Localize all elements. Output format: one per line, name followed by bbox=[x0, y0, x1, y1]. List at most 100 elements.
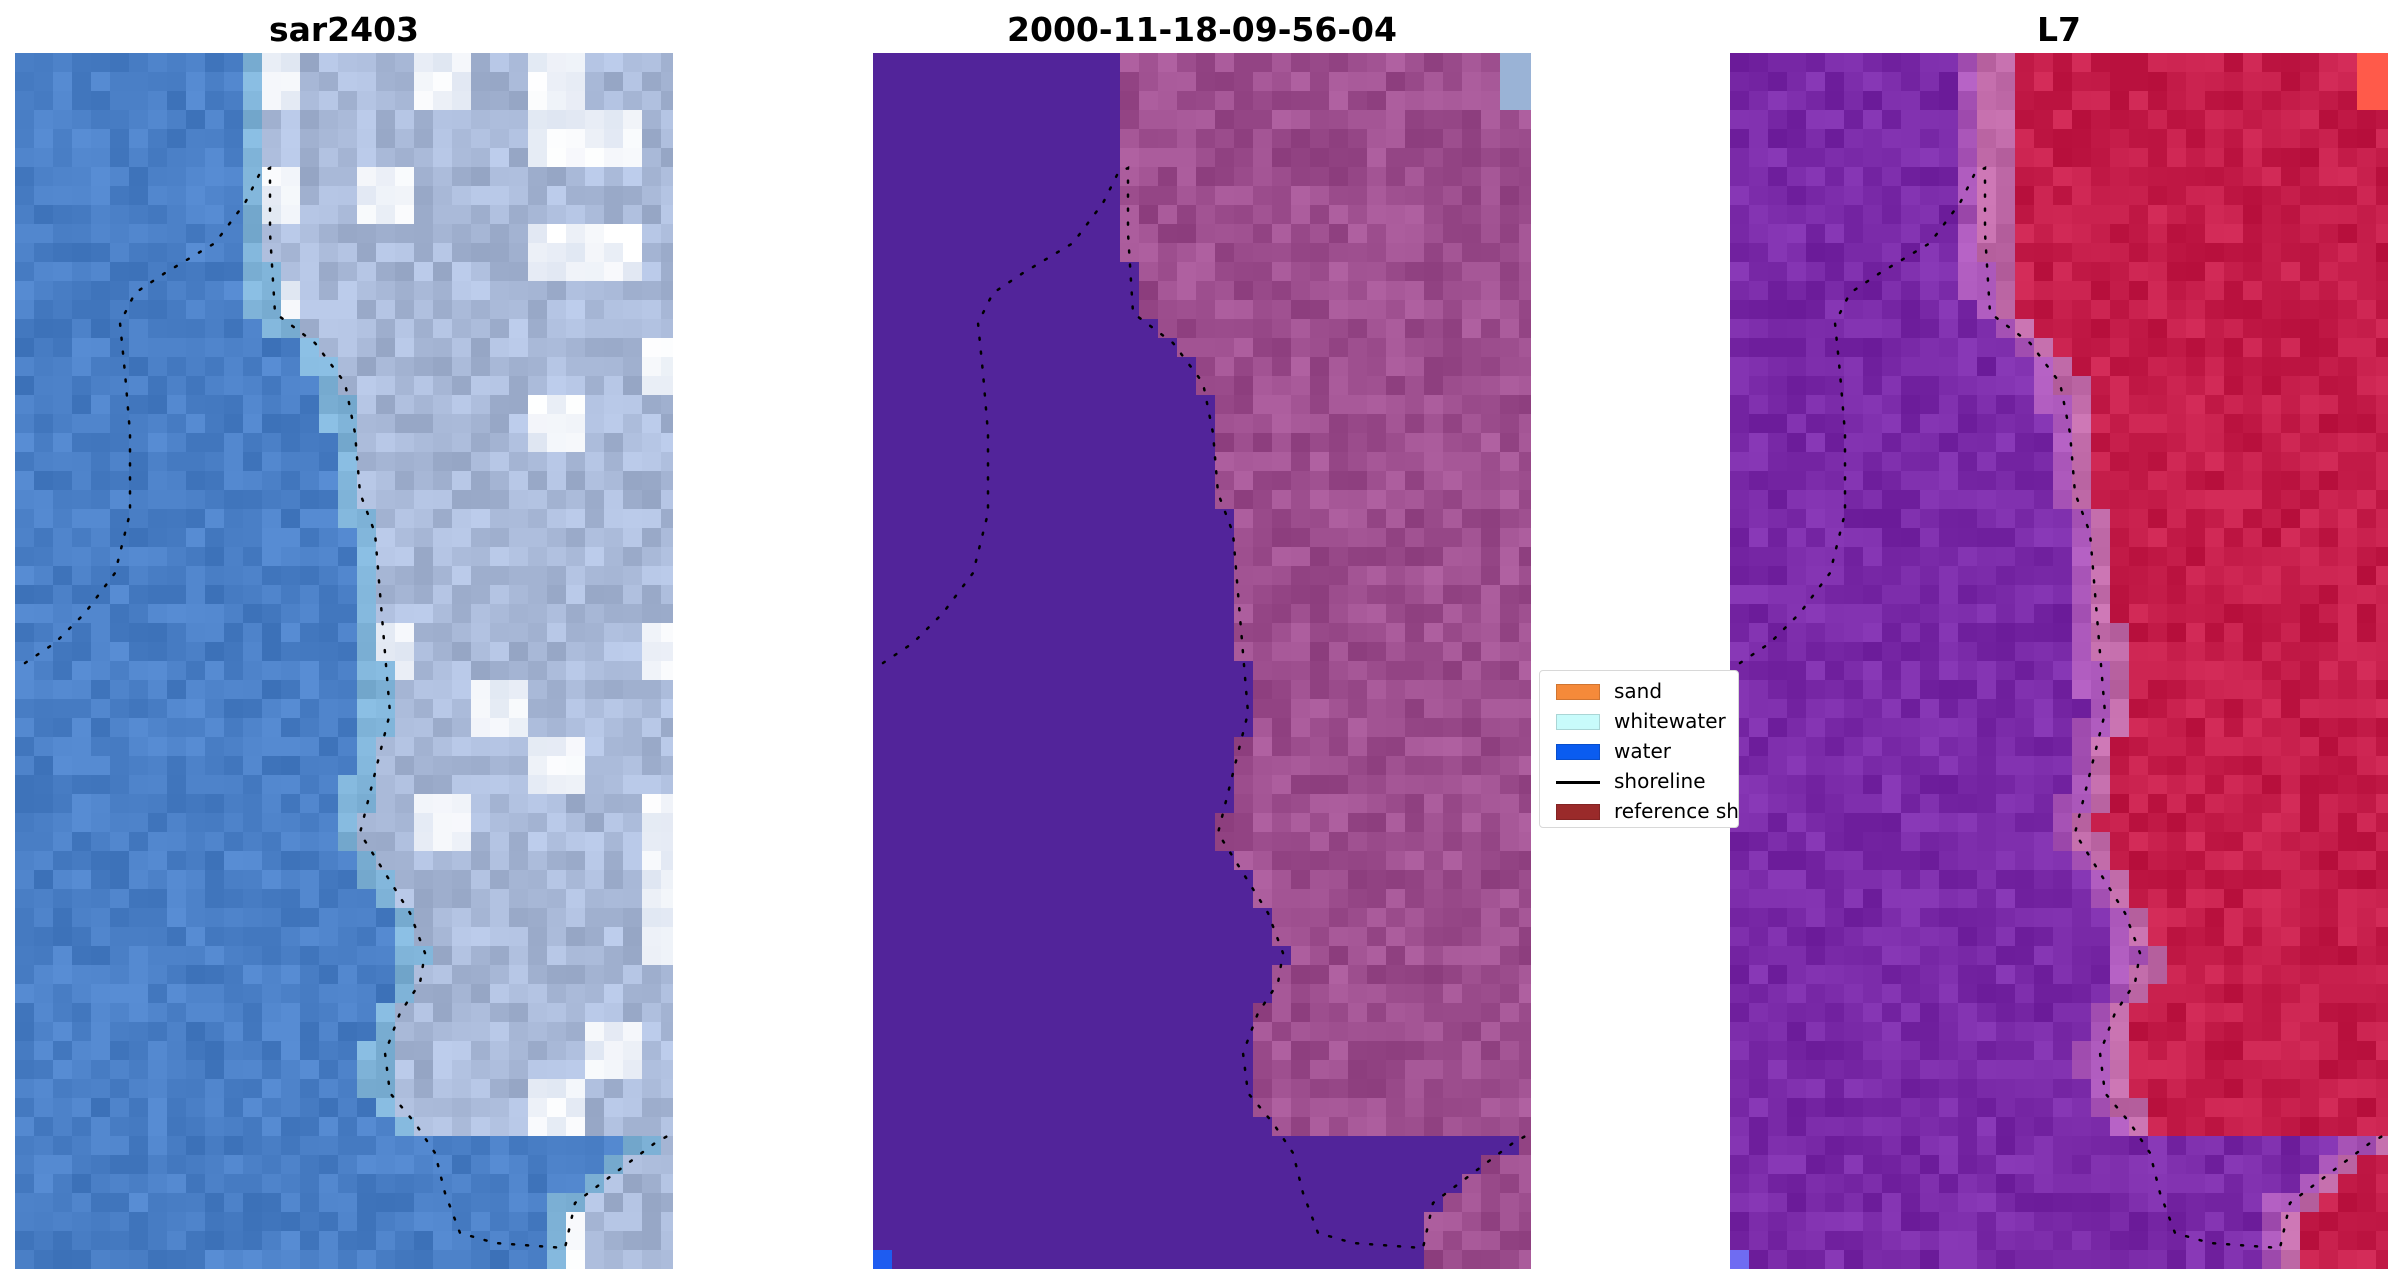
image-pixel bbox=[2205, 91, 2225, 111]
image-pixel bbox=[167, 110, 187, 130]
image-pixel bbox=[300, 414, 320, 434]
image-pixel bbox=[1329, 1098, 1349, 1118]
image-pixel bbox=[281, 471, 301, 491]
image-pixel bbox=[911, 965, 931, 985]
image-pixel bbox=[1348, 1212, 1368, 1232]
image-pixel bbox=[262, 585, 282, 605]
image-pixel bbox=[2015, 262, 2035, 282]
image-pixel bbox=[566, 927, 586, 947]
image-pixel bbox=[1825, 129, 1845, 149]
image-pixel bbox=[949, 680, 969, 700]
image-pixel bbox=[2205, 281, 2225, 301]
index-image-panel[interactable] bbox=[1730, 53, 2388, 1269]
image-pixel bbox=[452, 1003, 472, 1023]
image-pixel bbox=[1424, 433, 1444, 453]
image-pixel bbox=[1443, 471, 1463, 491]
image-pixel bbox=[949, 547, 969, 567]
image-pixel bbox=[642, 813, 662, 833]
image-pixel bbox=[1500, 547, 1520, 567]
image-pixel bbox=[2148, 167, 2168, 187]
image-pixel bbox=[1196, 1250, 1216, 1269]
image-pixel bbox=[2319, 186, 2339, 206]
image-pixel bbox=[1481, 927, 1501, 947]
image-pixel bbox=[1196, 642, 1216, 662]
image-pixel bbox=[1139, 509, 1159, 529]
image-pixel bbox=[1215, 72, 1235, 92]
image-pixel bbox=[2186, 53, 2206, 73]
image-pixel bbox=[1310, 1250, 1330, 1269]
image-pixel bbox=[1025, 984, 1045, 1004]
image-pixel bbox=[1177, 186, 1197, 206]
image-pixel bbox=[1348, 186, 1368, 206]
image-pixel bbox=[376, 1041, 396, 1061]
image-pixel bbox=[300, 243, 320, 263]
image-pixel bbox=[91, 490, 111, 510]
image-pixel bbox=[433, 395, 453, 415]
image-pixel bbox=[1939, 205, 1959, 225]
image-pixel bbox=[490, 471, 510, 491]
image-pixel bbox=[281, 110, 301, 130]
image-pixel bbox=[661, 205, 673, 225]
image-pixel bbox=[1443, 72, 1463, 92]
image-pixel bbox=[1196, 1079, 1216, 1099]
image-pixel bbox=[1063, 566, 1083, 586]
image-pixel bbox=[148, 870, 168, 890]
image-pixel bbox=[547, 1174, 567, 1194]
image-pixel bbox=[281, 946, 301, 966]
image-pixel bbox=[1253, 832, 1273, 852]
image-pixel bbox=[72, 1003, 92, 1023]
image-pixel bbox=[661, 281, 673, 301]
image-pixel bbox=[1063, 1193, 1083, 1213]
image-pixel bbox=[1196, 737, 1216, 757]
image-pixel bbox=[167, 661, 187, 681]
image-pixel bbox=[490, 148, 510, 168]
image-pixel bbox=[1424, 129, 1444, 149]
image-pixel bbox=[1120, 642, 1140, 662]
image-pixel bbox=[1462, 452, 1482, 472]
image-pixel bbox=[205, 1022, 225, 1042]
image-pixel bbox=[357, 72, 377, 92]
image-pixel bbox=[1424, 946, 1444, 966]
image-pixel bbox=[1234, 1003, 1254, 1023]
image-pixel bbox=[949, 1193, 969, 1213]
image-pixel bbox=[1177, 129, 1197, 149]
image-pixel bbox=[243, 965, 263, 985]
image-pixel bbox=[604, 72, 624, 92]
image-pixel bbox=[1500, 870, 1520, 890]
image-pixel bbox=[376, 1155, 396, 1175]
image-pixel bbox=[1101, 623, 1121, 643]
image-pixel bbox=[129, 661, 149, 681]
image-pixel bbox=[148, 243, 168, 263]
image-pixel bbox=[129, 509, 149, 529]
image-pixel bbox=[585, 224, 605, 244]
image-pixel bbox=[15, 490, 35, 510]
image-pixel bbox=[243, 585, 263, 605]
image-pixel bbox=[243, 566, 263, 586]
image-pixel bbox=[1139, 1231, 1159, 1251]
image-pixel bbox=[452, 110, 472, 130]
image-pixel bbox=[623, 661, 643, 681]
rgb-image-panel[interactable] bbox=[15, 53, 673, 1269]
image-pixel bbox=[911, 889, 931, 909]
image-pixel bbox=[471, 1193, 491, 1213]
image-pixel bbox=[1500, 566, 1520, 586]
image-pixel bbox=[949, 53, 969, 73]
image-pixel bbox=[528, 870, 548, 890]
image-pixel bbox=[1386, 547, 1406, 567]
image-pixel bbox=[949, 110, 969, 130]
image-pixel bbox=[414, 585, 434, 605]
image-pixel bbox=[433, 984, 453, 1004]
image-pixel bbox=[528, 1098, 548, 1118]
image-pixel bbox=[1063, 585, 1083, 605]
image-pixel bbox=[1177, 1136, 1197, 1156]
image-pixel bbox=[1386, 1060, 1406, 1080]
image-pixel bbox=[338, 699, 358, 719]
image-pixel bbox=[1063, 262, 1083, 282]
image-pixel bbox=[452, 604, 472, 624]
image-pixel bbox=[1825, 186, 1845, 206]
image-pixel bbox=[1424, 1022, 1444, 1042]
classified-image-panel[interactable] bbox=[873, 53, 1531, 1269]
image-pixel bbox=[566, 908, 586, 928]
image-pixel bbox=[167, 452, 187, 472]
image-pixel bbox=[91, 1231, 111, 1251]
